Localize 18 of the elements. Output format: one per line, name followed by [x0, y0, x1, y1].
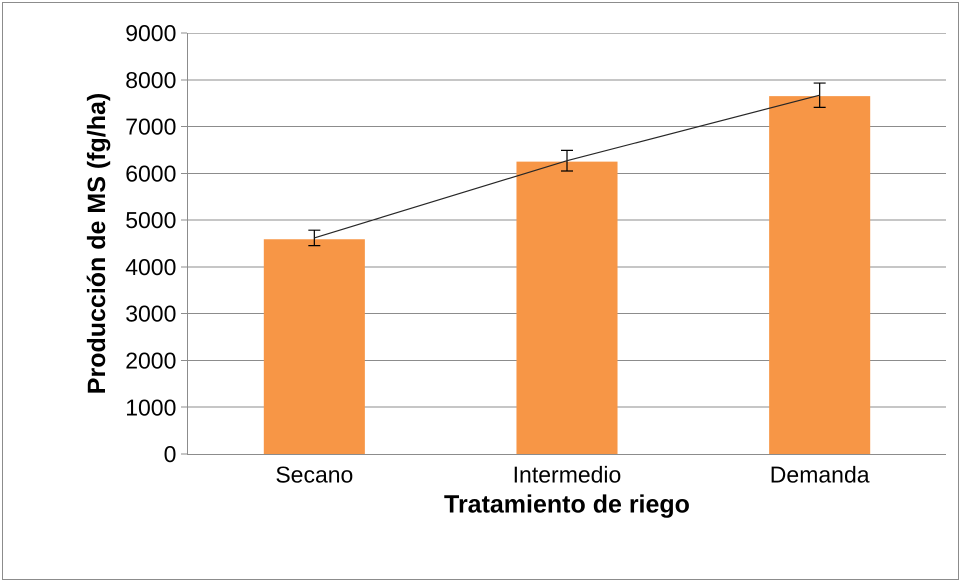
- y-tick-label: 7000: [125, 114, 176, 140]
- y-tick-label: 1000: [125, 394, 176, 420]
- y-tick-label: 9000: [125, 20, 176, 46]
- bar: [769, 96, 870, 454]
- y-tick-label: 3000: [125, 300, 176, 327]
- y-tick-label: 4000: [125, 254, 176, 280]
- bar: [264, 239, 365, 454]
- y-tick-label: 2000: [125, 347, 176, 374]
- y-tick-label: 8000: [125, 66, 176, 93]
- bar: [516, 162, 618, 454]
- x-tick-label: Secano: [275, 462, 354, 488]
- x-tick-label: Intermedio: [512, 462, 622, 488]
- y-tick-label: 0: [164, 441, 176, 468]
- y-axis-title: Producción de MS (fg/ha): [82, 92, 111, 394]
- y-tick-label: 5000: [125, 207, 176, 234]
- x-tick-label: Demanda: [770, 462, 870, 488]
- y-tick-label: 6000: [125, 160, 176, 186]
- x-axis-title: Tratamiento de riego: [444, 490, 690, 519]
